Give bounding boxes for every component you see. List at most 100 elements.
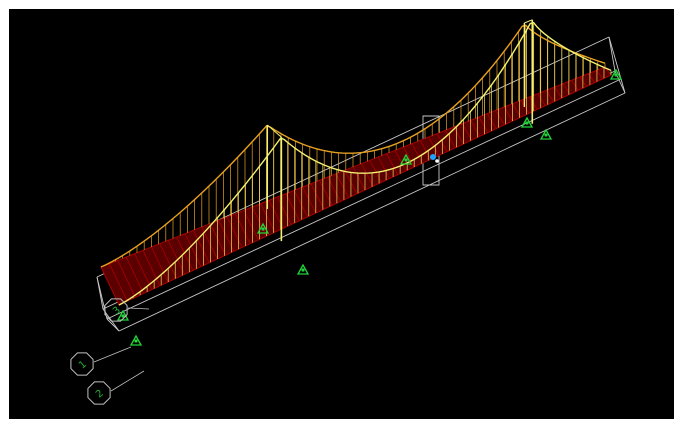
- deck-crossbeam: [285, 193, 300, 221]
- deck-crossbeam: [377, 156, 390, 179]
- deck-crossbeam: [419, 140, 431, 160]
- deck-crossbeam: [142, 250, 161, 287]
- deck-crossbeam: [587, 73, 595, 83]
- deck-crossbeam: [369, 160, 382, 183]
- support-markers: [116, 68, 623, 346]
- support-left-tower-far: [296, 263, 310, 275]
- suspender-hangers: [107, 22, 612, 302]
- deck-crossbeam: [361, 163, 374, 187]
- axis-bubble-2: 2: [87, 370, 145, 405]
- deck-crossbeam: [386, 153, 399, 175]
- deck-crossbeam: [176, 236, 194, 271]
- support-node: [544, 133, 548, 137]
- axis-bubble-label: 1: [77, 359, 89, 372]
- support-node: [614, 73, 618, 77]
- axis-bubble-3: 3: [104, 298, 150, 322]
- main-cables: [100, 21, 612, 306]
- deck-crossbeam: [235, 213, 251, 244]
- deck-crossbeam: [529, 96, 538, 110]
- deck-crossbeam: [461, 123, 472, 141]
- deck-crossbeam: [335, 173, 349, 198]
- bridge-wireframe-view[interactable]: 3 1 2: [9, 9, 674, 419]
- axis-leader-line: [110, 370, 145, 392]
- bridge-towers: [266, 19, 534, 242]
- deck-crossbeam: [109, 263, 128, 302]
- deck-crossbeam: [537, 93, 546, 106]
- grid-axis-bubbles: 3 1 2: [70, 298, 150, 405]
- axis-bubble-1: 1: [70, 346, 132, 376]
- support-node: [301, 268, 305, 272]
- support-triangle-icon: [520, 116, 534, 128]
- deck-crossbeam: [277, 196, 292, 225]
- support-triangle-icon: [129, 334, 143, 346]
- selected-node-highlight: [435, 159, 439, 163]
- bbox-edge: [608, 36, 622, 80]
- deck-crossbeam: [209, 223, 226, 256]
- deck-crossbeam: [193, 230, 210, 264]
- deck-crossbeam: [117, 260, 136, 298]
- deck-crossbeam: [554, 86, 563, 99]
- deck-crossbeam: [394, 150, 407, 172]
- support-triangle-icon: [539, 128, 553, 140]
- deck-crossbeam: [495, 110, 505, 126]
- support-triangle-icon: [609, 68, 623, 80]
- main-cable-near: [118, 21, 612, 306]
- support-left-tower-near: [256, 222, 270, 234]
- bbox-edge: [106, 78, 622, 320]
- axis-bubble-icon: [104, 298, 128, 322]
- axis-leader-line: [93, 346, 132, 363]
- bbox-edge: [118, 92, 626, 332]
- model-viewport[interactable]: 3 1 2: [9, 9, 674, 419]
- deck-crossbeam: [293, 190, 308, 218]
- axis-bubble-label: 3: [111, 305, 123, 318]
- tower-crossbar: [266, 124, 282, 138]
- deck-crossbeam: [470, 120, 481, 137]
- deck-crossbeam: [167, 240, 185, 275]
- viewport-background: [9, 9, 674, 419]
- deck-crossbeam: [310, 183, 325, 210]
- deck-crossbeam: [151, 246, 169, 283]
- deck-crossbeam: [134, 253, 153, 290]
- bbox-edge: [106, 318, 120, 332]
- support-node: [525, 121, 529, 125]
- deck-crossbeam: [478, 116, 489, 133]
- support-right-tower-far: [539, 128, 553, 140]
- support-node: [404, 158, 408, 162]
- bridge-deck: [100, 66, 612, 306]
- main-cable-far: [100, 24, 606, 268]
- tower-crossbar: [524, 19, 533, 24]
- deck-crossbeam: [184, 233, 202, 267]
- deck-crossbeam: [571, 80, 579, 91]
- deck-crossbeam: [453, 126, 464, 145]
- support-left-end-lower: [129, 334, 143, 346]
- deck-crossbeam: [352, 166, 366, 191]
- support-mid-span: [399, 153, 413, 165]
- deck-crossbeam: [243, 210, 259, 241]
- axis-bubble-label: 2: [94, 388, 106, 401]
- support-triangle-icon: [256, 222, 270, 234]
- support-triangle-icon: [399, 153, 413, 165]
- bbox-edge: [608, 36, 616, 72]
- deck-crossbeam: [403, 146, 415, 168]
- support-node: [261, 227, 265, 231]
- support-node: [134, 339, 138, 343]
- deck-crossbeam: [302, 186, 317, 214]
- support-right-tower-near: [520, 116, 534, 128]
- deck-crossbeam: [159, 243, 177, 279]
- bbox-edge: [96, 276, 104, 310]
- deck-crossbeam: [226, 216, 243, 248]
- deck-crossbeam: [445, 130, 456, 149]
- axis-bubble-icon: [87, 381, 111, 405]
- support-right-end: [609, 68, 623, 80]
- deck-crossbeam: [411, 143, 423, 164]
- support-node: [121, 314, 125, 318]
- deck-crossbeam: [125, 256, 144, 294]
- deck-crossbeam: [260, 203, 276, 233]
- axis-bubble-icon: [70, 352, 94, 376]
- selected-node: [430, 154, 436, 160]
- bbox-edge: [620, 78, 626, 94]
- support-triangle-icon: [296, 263, 310, 275]
- axis-leader-line: [127, 307, 150, 310]
- deck-crossbeam: [596, 70, 604, 80]
